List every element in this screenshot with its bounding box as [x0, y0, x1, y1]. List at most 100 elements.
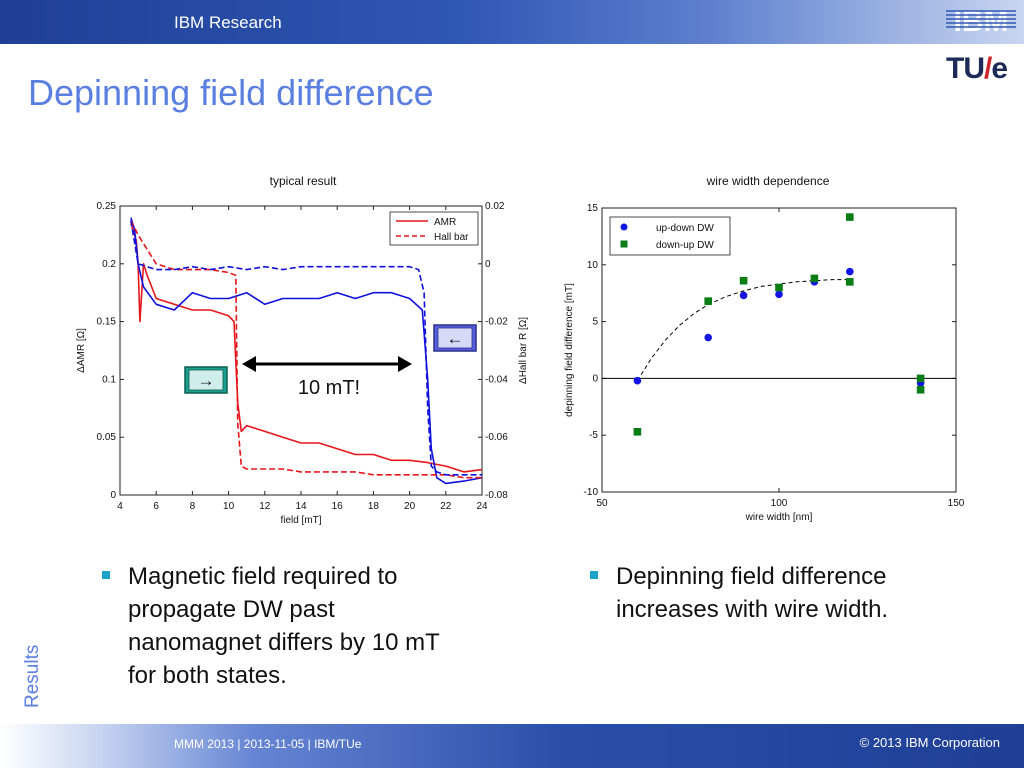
chart1-y-tick-label: 0.25: [97, 201, 117, 212]
bullet-right-line: increases with wire width.: [616, 596, 889, 623]
chart2-point-downup: [846, 213, 854, 221]
chart2-title: wire width dependence: [706, 174, 830, 188]
legend-updown-label: up-down DW: [656, 223, 714, 234]
chart1-y2-tick-label: -0.08: [485, 490, 508, 501]
tue-logo: TU/e: [946, 52, 1008, 86]
chart1-y2-tick-label: -0.06: [485, 432, 508, 443]
bullet-left-line: for both states.: [128, 662, 287, 689]
chart2-y-tick-label: 15: [587, 203, 599, 214]
chart1-axes: 4 6 8 10 12 14 16 18 20 22 24 0 0.05 0.1 0.15 0.2 0.25 -0…: [76, 201, 529, 526]
footer-left-text: MMM 2013 | 2013-11-05 | IBM/TUe: [174, 737, 362, 751]
bullet-marker: [102, 571, 110, 579]
chart1-xlabel: field [mT]: [280, 515, 321, 526]
chart1-legend-box: [389, 211, 479, 246]
side-section-label: Results: [22, 644, 43, 708]
tue-logo-slash: /: [984, 52, 992, 85]
bullet-left-line: propagate DW past: [128, 596, 335, 623]
chart1-y2label: ΔHall bar R [Ω]: [518, 317, 529, 384]
tue-logo-left: TU: [946, 52, 985, 85]
chart1-series: [130, 217, 483, 485]
chart2-x-tick-label: 150: [948, 498, 965, 509]
chart2-ylabel: depinning field difference [mT]: [564, 283, 575, 417]
chart2-legend: up-down DW down-up DW: [609, 216, 731, 256]
chart2-point-downup: [775, 283, 783, 292]
chart1-y-tick-label: 0.15: [97, 317, 117, 328]
chart2-point-downup: [739, 276, 748, 285]
chart2-xlabel: wire width [nm]: [745, 512, 813, 523]
chart2-x-tick-label: 100: [771, 498, 788, 509]
chart1-y2-tick-label: -0.04: [485, 374, 508, 385]
chart1-series-line-2: [130, 220, 482, 479]
tue-logo-right: e: [991, 52, 1008, 85]
chart2-legend-box: [609, 216, 731, 256]
chart2-point-downup: [916, 385, 925, 394]
chart1-x-tick-label: 10: [223, 501, 235, 512]
chart1-y-tick-label: 0.1: [102, 374, 116, 385]
footer-copyright: © 2013 IBM Corporation: [859, 735, 1000, 750]
chart2-point-updown: [633, 376, 642, 385]
chart2-point-downup: [704, 297, 712, 305]
wire-width-chart: wire width dependence 50 100 150 -10 -5 0 5 10 1…: [564, 174, 965, 523]
chart1-x-tick-label: 22: [440, 501, 452, 512]
chart1-series-line-1: [130, 217, 483, 485]
header-bar: IBM Research IBM: [0, 0, 1024, 44]
legend-downup-label: down-up DW: [656, 240, 714, 251]
chart2-point-updown: [704, 333, 712, 342]
chart2-x-tick-label: 50: [596, 498, 608, 509]
chart2-y-tick-label: -10: [584, 487, 599, 498]
chart1-ylabel: ΔAMR [Ω]: [76, 328, 87, 373]
legend-updown-marker: [620, 223, 628, 231]
bullet-right-line: Depinning field difference: [616, 563, 887, 590]
chart2-point-downup: [810, 274, 819, 283]
legend-amr-label: AMR: [434, 217, 456, 228]
bullet-left: Magnetic field required to propagate DW …: [102, 560, 440, 692]
chart1-plot-frame: [119, 205, 483, 496]
chart1-y2-tick-label: 0.02: [485, 201, 505, 212]
bullet-right: Depinning field difference increases wit…: [590, 560, 889, 626]
bullet-left-line: Magnetic field required to: [128, 563, 398, 590]
annotation-10mt: 10 mT!: [298, 377, 360, 399]
chart2-point-downup: [633, 427, 642, 436]
chart1-y-tick-label: 0: [110, 490, 116, 501]
double-arrow: [242, 356, 412, 372]
chart1-x-tick-label: 16: [332, 501, 344, 512]
chart2-point-downup: [916, 374, 925, 383]
chart2-y-tick-label: 5: [592, 317, 598, 328]
ibm-logo: IBM: [946, 5, 1016, 38]
chart1-x-tick-label: 6: [153, 501, 159, 512]
ibm-logo-text: IBM: [954, 5, 1009, 38]
chart2-y-tick-label: 0: [592, 373, 598, 384]
chart2-series: [633, 213, 925, 436]
bullet-marker: [590, 571, 598, 579]
chart2-point-downup: [846, 278, 854, 286]
chart1-x-tick-label: 20: [404, 501, 416, 512]
brand-label: IBM Research: [174, 13, 282, 32]
chart2-point-updown: [775, 290, 783, 299]
chart1-y-tick-label: 0.05: [97, 432, 117, 443]
chart2-point-updown: [739, 291, 748, 300]
chart2-point-updown: [846, 267, 854, 276]
chart1-y2-tick-label: -0.02: [485, 317, 508, 328]
chart1-y-tick-label: 0.2: [102, 259, 116, 270]
legend-hall-label: Hall bar: [434, 232, 469, 243]
chart1-y2-tick-label: 0: [485, 259, 491, 270]
chart1-x-tick-label: 14: [295, 501, 307, 512]
chart2-axes: 50 100 150 -10 -5 0 5 10 15 wire width [nm] depinn…: [564, 203, 965, 523]
chart1-series-line-0: [130, 223, 483, 473]
chart1-x-tick-label: 12: [259, 501, 271, 512]
chart2-y-tick-label: -5: [589, 430, 598, 441]
arrow-right-glyph: →: [198, 371, 215, 390]
chart1-x-tick-label: 18: [368, 501, 380, 512]
legend-downup-marker: [620, 240, 628, 248]
chart1-x-tick-label: 8: [190, 501, 196, 512]
chart1-series-line-3: [130, 220, 482, 476]
chart1-legend: AMR Hall bar: [389, 211, 479, 246]
chart2-y-tick-label: 10: [587, 260, 599, 271]
footer-bar: MMM 2013 | 2013-11-05 | IBM/TUe © 2013 I…: [0, 724, 1024, 768]
chart1-title: typical result: [270, 174, 337, 188]
bullet-left-line: nanomagnet differs by 10 mT: [128, 629, 440, 656]
arrow-left-glyph: ←: [447, 329, 464, 348]
slide-title: Depinning field difference: [28, 72, 434, 113]
typical-result-chart: typical result 4 6 8 10 12 14 16 18 20 22 24 0 0.05 0…: [76, 174, 529, 526]
arrow-right-box: →: [184, 366, 228, 394]
